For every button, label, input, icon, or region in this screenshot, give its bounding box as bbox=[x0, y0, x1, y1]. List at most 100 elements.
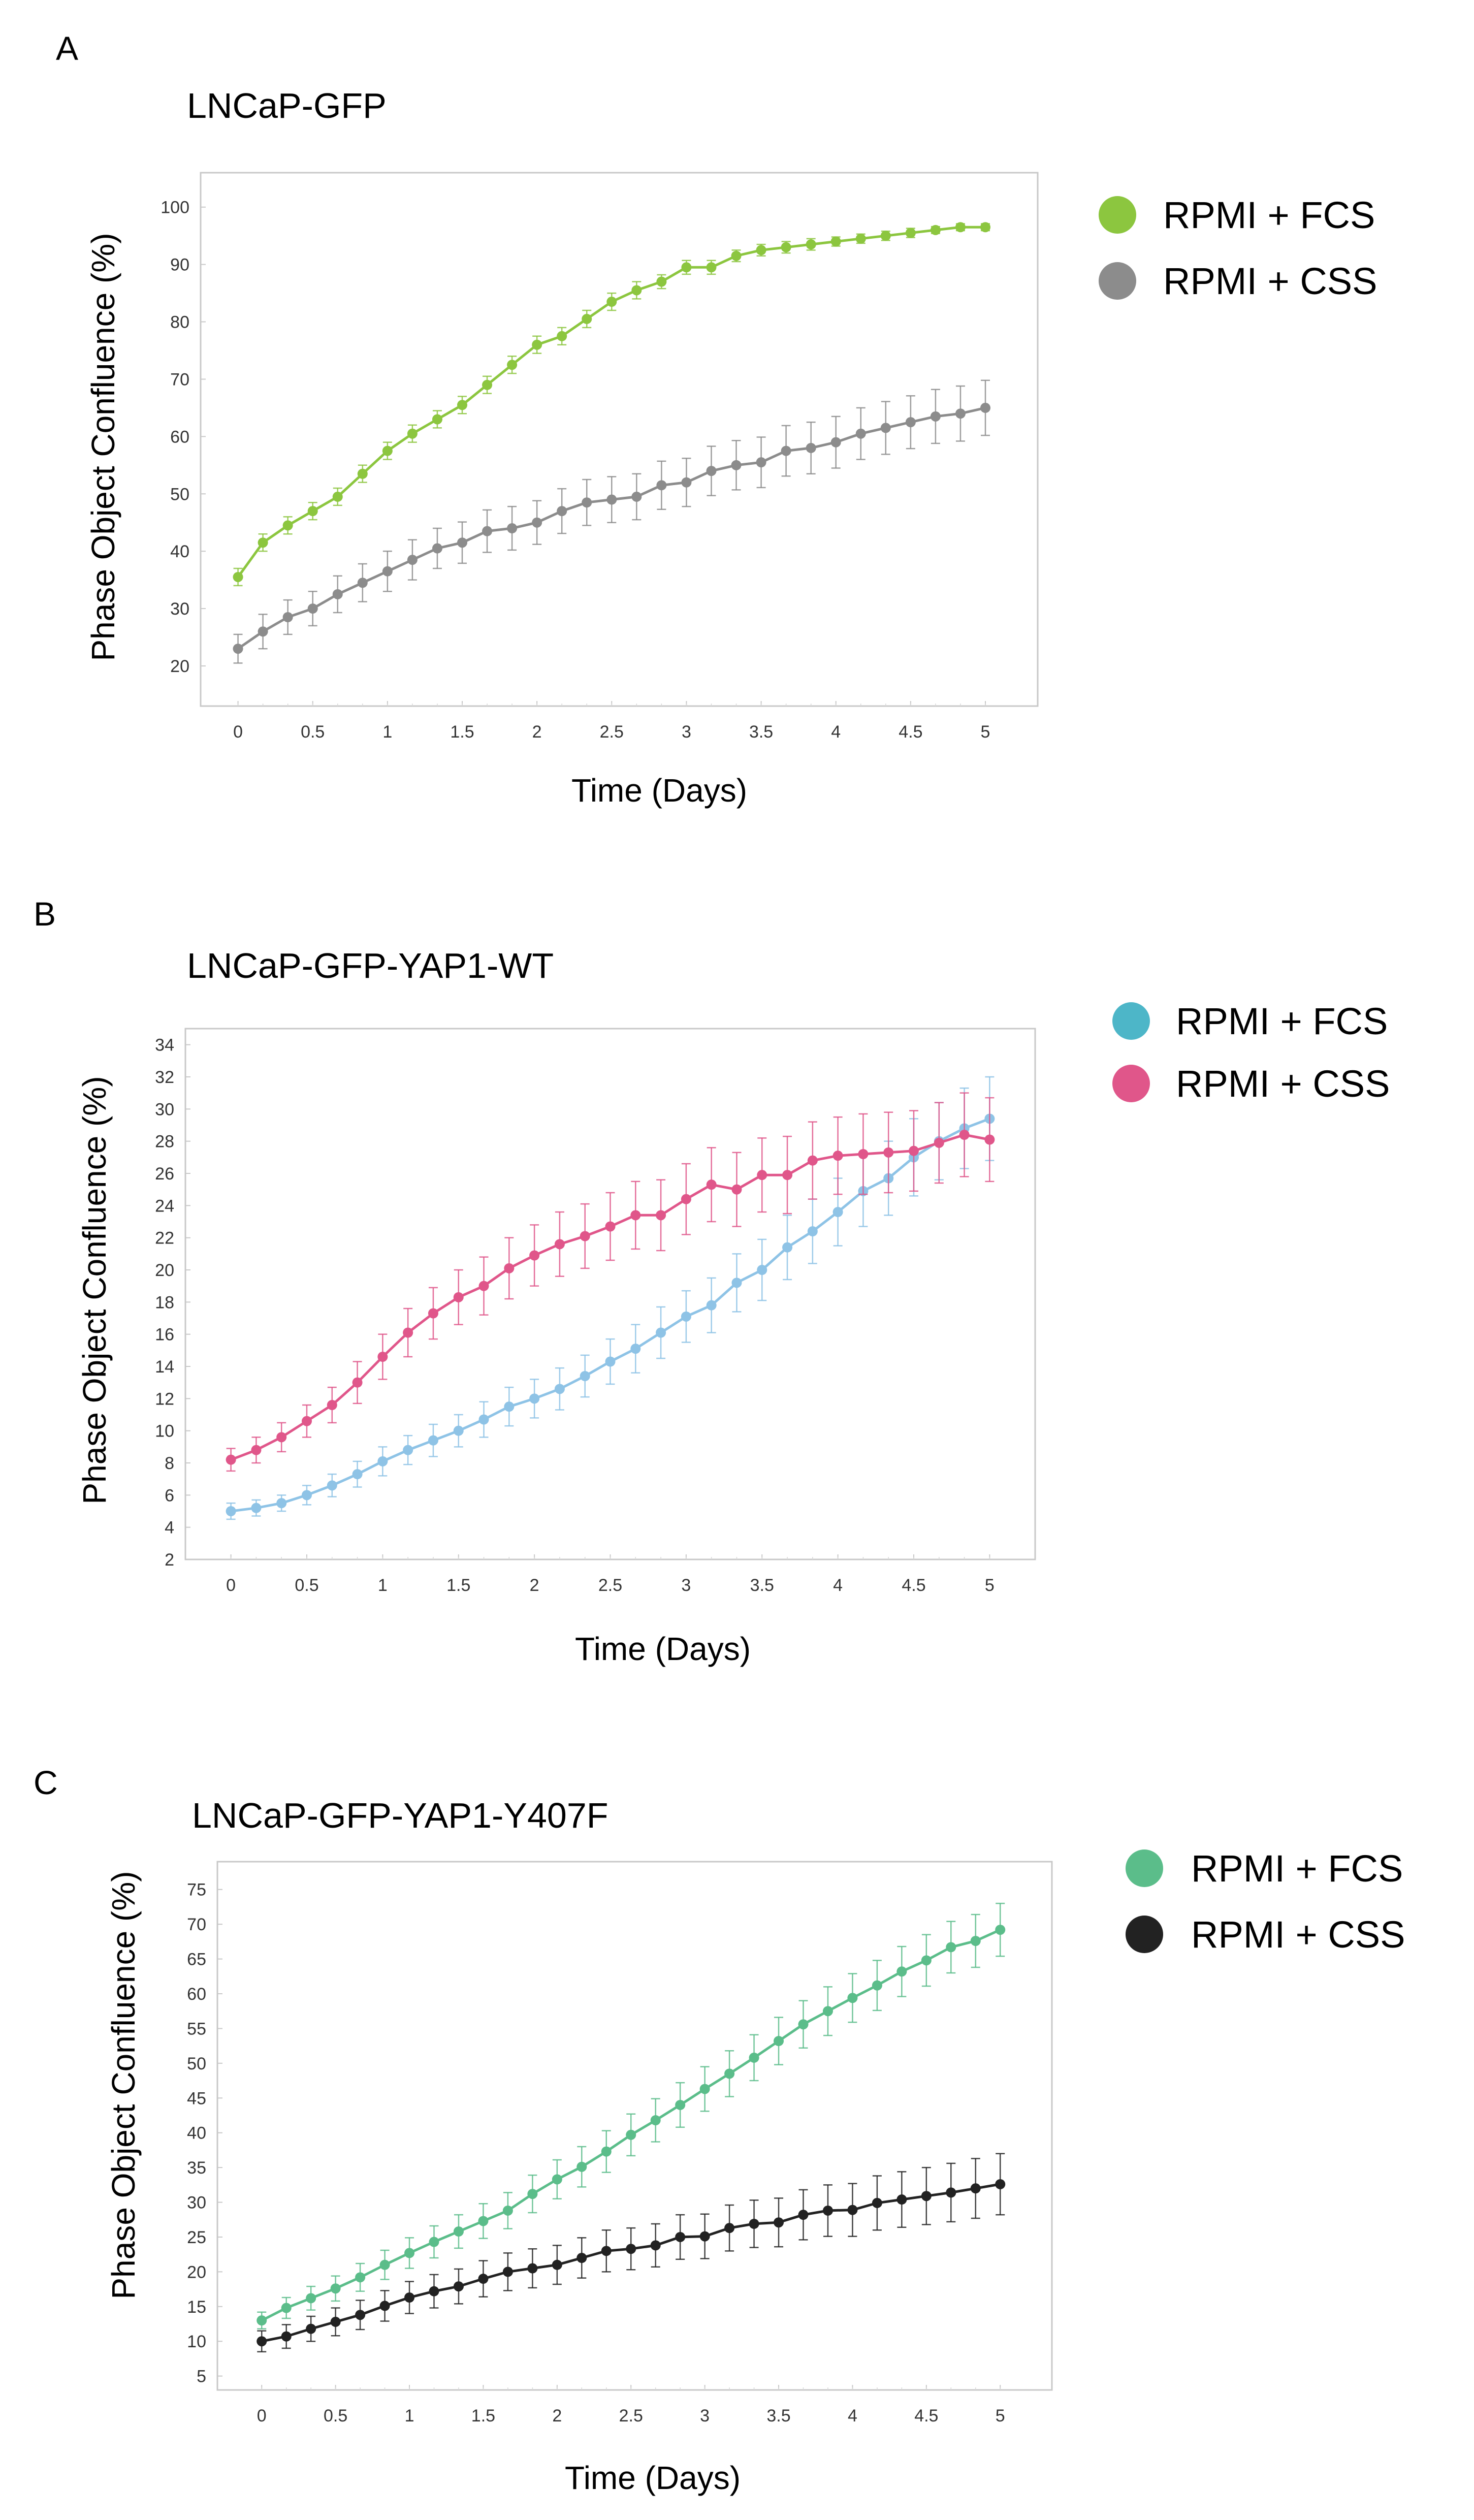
panel-b: B LNCaP-GFP-YAP1-WT Phase Object Conflue… bbox=[34, 895, 1390, 1667]
y-tick-label: 16 bbox=[155, 1325, 174, 1345]
data-point bbox=[226, 1506, 236, 1516]
data-point bbox=[946, 2187, 956, 2198]
data-point bbox=[656, 1210, 666, 1221]
data-point bbox=[847, 1993, 858, 2003]
data-point bbox=[580, 1371, 590, 1381]
y-tick-label: 10 bbox=[187, 2332, 206, 2351]
data-point bbox=[377, 1456, 388, 1466]
data-point bbox=[984, 1134, 995, 1145]
data-point bbox=[557, 331, 567, 341]
panel-c: C LNCaP-GFP-YAP1-Y407F Phase Object Conf… bbox=[34, 1764, 1405, 2496]
data-point bbox=[407, 555, 418, 565]
y-tick-label: 34 bbox=[155, 1036, 174, 1055]
y-tick-label: 4 bbox=[165, 1518, 174, 1538]
legend-marker bbox=[1126, 1849, 1163, 1887]
data-point bbox=[807, 1226, 818, 1236]
data-point bbox=[930, 411, 941, 422]
data-point bbox=[226, 1454, 236, 1465]
data-point bbox=[782, 1242, 793, 1253]
data-point bbox=[880, 423, 891, 433]
legend-item-fcs: RPMI + FCS bbox=[1126, 1847, 1403, 1890]
data-point bbox=[453, 2281, 464, 2292]
data-point bbox=[580, 1231, 590, 1241]
legend-marker bbox=[1112, 1065, 1150, 1102]
data-point bbox=[626, 2129, 636, 2140]
legend-item-css: RPMI + CSS bbox=[1099, 260, 1377, 302]
x-tick-label: 2.5 bbox=[598, 1576, 622, 1595]
data-point bbox=[552, 2174, 562, 2185]
data-point bbox=[675, 2099, 686, 2110]
data-point bbox=[921, 1955, 932, 1966]
y-tick-label: 12 bbox=[155, 1389, 174, 1409]
x-tick-label: 3 bbox=[681, 1576, 691, 1595]
data-point bbox=[806, 442, 816, 453]
data-point bbox=[606, 494, 617, 505]
data-point bbox=[306, 2323, 316, 2334]
x-tick-label: 3 bbox=[700, 2406, 710, 2426]
data-point bbox=[307, 603, 318, 614]
x-tick-label: 3.5 bbox=[749, 722, 773, 742]
y-tick-label: 70 bbox=[187, 1915, 206, 1934]
data-point bbox=[798, 2210, 809, 2220]
x-tick-label: 0 bbox=[226, 1576, 236, 1595]
data-point bbox=[582, 313, 592, 324]
data-point bbox=[576, 2253, 587, 2263]
y-tick-label: 75 bbox=[187, 1880, 206, 1900]
x-tick-label: 1.5 bbox=[446, 1576, 470, 1595]
y-tick-label: 22 bbox=[155, 1229, 174, 1248]
data-point bbox=[557, 506, 567, 517]
data-point bbox=[429, 2237, 439, 2247]
data-point bbox=[357, 468, 368, 479]
data-point bbox=[650, 2115, 661, 2126]
data-point bbox=[352, 1377, 363, 1388]
y-tick-label: 50 bbox=[187, 2054, 206, 2074]
data-point bbox=[504, 1401, 515, 1412]
y-tick-label: 30 bbox=[170, 599, 189, 619]
x-tick-label: 4 bbox=[848, 2406, 857, 2426]
x-tick-label: 0 bbox=[257, 2406, 267, 2426]
data-point bbox=[482, 379, 493, 390]
x-tick-label: 1.5 bbox=[450, 722, 474, 742]
data-point bbox=[731, 250, 742, 261]
data-point bbox=[478, 1414, 489, 1425]
data-point bbox=[251, 1503, 262, 1513]
data-point bbox=[855, 233, 866, 244]
data-point bbox=[980, 402, 990, 413]
x-tick-label: 2.5 bbox=[619, 2406, 643, 2426]
x-tick-label: 2 bbox=[532, 722, 542, 742]
data-point bbox=[332, 491, 343, 502]
data-point bbox=[355, 2310, 366, 2320]
data-point bbox=[327, 1400, 337, 1410]
data-point bbox=[782, 1170, 793, 1181]
data-point bbox=[554, 1384, 565, 1394]
data-point bbox=[806, 239, 816, 250]
data-point bbox=[527, 2263, 538, 2274]
data-point bbox=[404, 2248, 415, 2258]
x-tick-label: 1 bbox=[382, 722, 392, 742]
y-axis-label: Phase Object Confluence (%) bbox=[85, 233, 121, 661]
data-point bbox=[995, 1925, 1006, 1935]
data-point bbox=[807, 1155, 818, 1166]
data-point bbox=[379, 2301, 390, 2311]
y-tick-label: 6 bbox=[165, 1486, 174, 1505]
data-point bbox=[699, 2231, 710, 2242]
data-point bbox=[631, 285, 642, 296]
legend-label: RPMI + CSS bbox=[1163, 260, 1377, 302]
data-point bbox=[756, 457, 766, 468]
x-axis-label: Time (Days) bbox=[575, 1631, 751, 1667]
data-point bbox=[453, 2226, 464, 2237]
data-point bbox=[822, 2006, 833, 2017]
x-tick-label: 4.5 bbox=[899, 722, 922, 742]
data-point bbox=[630, 1344, 641, 1354]
y-tick-label: 5 bbox=[197, 2367, 206, 2386]
series-line bbox=[231, 1117, 990, 1513]
data-point bbox=[756, 245, 766, 256]
data-point bbox=[532, 517, 542, 528]
data-point bbox=[502, 2267, 513, 2277]
y-tick-label: 40 bbox=[170, 542, 189, 561]
data-point bbox=[432, 543, 442, 554]
data-point bbox=[781, 445, 791, 456]
data-point bbox=[281, 2331, 292, 2342]
data-point bbox=[681, 262, 692, 273]
series-line bbox=[237, 406, 986, 650]
